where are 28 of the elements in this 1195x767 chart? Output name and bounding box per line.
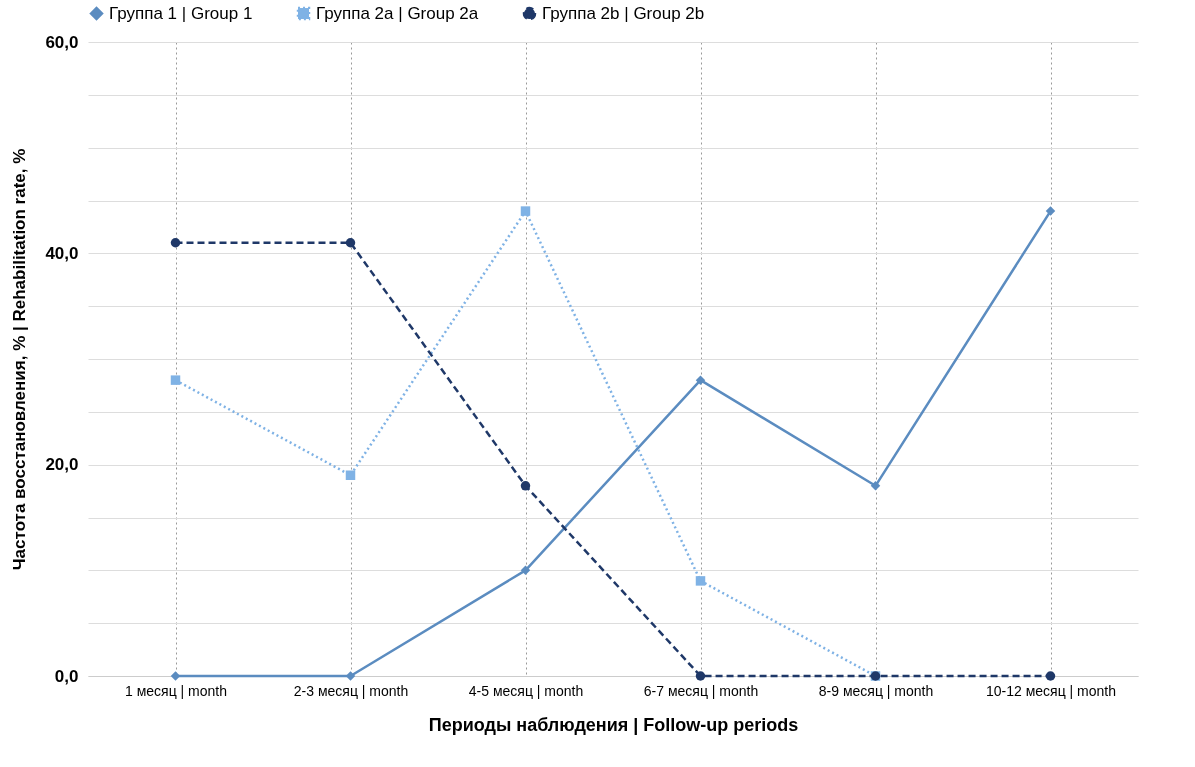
- point: [695, 576, 706, 586]
- point: [520, 565, 531, 576]
- point: [695, 671, 706, 681]
- x-tick-label: 1 месяц | month: [124, 682, 228, 699]
- x-tick-label: 10-12 месяц | month: [985, 682, 1117, 699]
- y-tick-label: 20,0: [45, 455, 79, 475]
- legend-label: Группа 1 | Group 1: [109, 3, 253, 23]
- point: [1045, 206, 1056, 216]
- point: [170, 238, 181, 248]
- point: [170, 375, 181, 385]
- legend-label: Группа 2а | Group 2a: [316, 3, 479, 23]
- y-tick-label: 0,0: [54, 666, 79, 686]
- x-axis-title: Периоды наблюдения | Follow-up periods: [428, 714, 799, 735]
- point: [695, 375, 706, 385]
- point: [1045, 671, 1056, 681]
- point: [345, 470, 356, 480]
- point: [870, 481, 881, 491]
- y-tick-label: 60,0: [45, 32, 79, 52]
- point: [520, 206, 531, 216]
- y-axis-title: Частота восстановления, % | Rehabilitation rate, %: [10, 148, 30, 571]
- x-tick-label: 4-5 месяц | month: [468, 682, 584, 699]
- point: [345, 238, 356, 248]
- x-tick-label: 6-7 месяц | month: [643, 682, 759, 699]
- point: [520, 481, 531, 491]
- legend-label: Группа 2b | Group 2b: [542, 3, 705, 23]
- x-tick-label: 2-3 месяц | month: [293, 682, 409, 699]
- y-tick-label: 40,0: [45, 243, 79, 263]
- x-tick-label: 8-9 месяц | month: [818, 682, 934, 699]
